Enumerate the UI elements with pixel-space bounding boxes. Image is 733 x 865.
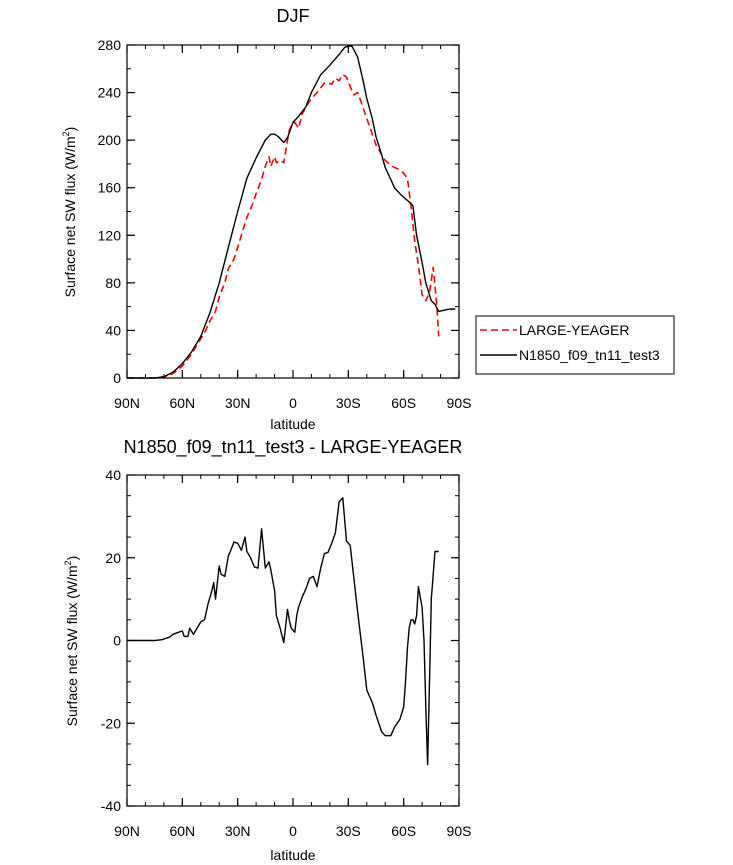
y-tick-label: 40 (105, 467, 121, 483)
x-tick-label: 30S (336, 823, 361, 839)
x-axis-label-bottom: latitude (270, 847, 315, 863)
y-axis-label-bottom: Surface net SW flux (W/m2) (63, 556, 80, 727)
y-tick-label: 80 (105, 275, 121, 291)
y-tick-label: -20 (101, 715, 121, 731)
x-tick-label: 90N (114, 823, 140, 839)
x-axis-label-top: latitude (270, 416, 315, 432)
x-tick-label: 60S (391, 395, 416, 411)
x-tick-label: 30S (336, 395, 361, 411)
series-layer-top (127, 45, 456, 379)
series-line-top-0 (127, 73, 440, 379)
x-tick-label: 90S (447, 823, 472, 839)
series-line-bottom-0 (127, 497, 439, 766)
x-tick-label: 0 (289, 823, 297, 839)
panel-top: DJF 90N 60N 30N 0 30S 60S 90S 0 40 80 120 160 200 240… (61, 6, 675, 432)
ticks-bottom: 90N 60N 30N 0 30S 60S 90S -40 -20 0 20 40 (101, 467, 472, 839)
y-tick-label: 240 (98, 85, 122, 101)
x-tick-label: 30N (225, 823, 251, 839)
y-tick-label: -40 (101, 798, 121, 814)
plot-frame-bottom (126, 474, 460, 807)
ticks-top: 90N 60N 30N 0 30S 60S 90S 0 40 80 120 160 200 240 280 (98, 37, 472, 411)
y-tick-label: 280 (98, 37, 122, 53)
x-tick-label: 90N (114, 395, 140, 411)
legend-label-large-yeager: LARGE-YEAGER (519, 322, 629, 338)
legend: LARGE-YEAGER N1850_f09_tn11_test3 (475, 315, 675, 375)
y-tick-label: 120 (98, 227, 122, 243)
y-tick-label: 160 (98, 180, 122, 196)
x-tick-label: 30N (225, 395, 251, 411)
title-bottom: N1850_f09_tn11_test3 - LARGE-YEAGER (124, 437, 463, 458)
series-layer-bottom (127, 497, 439, 766)
x-tick-label: 60N (169, 395, 195, 411)
x-tick-label: 90S (447, 395, 472, 411)
legend-frame (475, 315, 675, 375)
x-tick-label: 60N (169, 823, 195, 839)
y-tick-label: 20 (105, 550, 121, 566)
y-tick-label: 40 (105, 322, 121, 338)
x-tick-label: 0 (289, 395, 297, 411)
series-line-top-1 (127, 45, 456, 379)
y-tick-label: 200 (98, 132, 122, 148)
y-tick-label: 0 (113, 370, 121, 386)
title-top: DJF (277, 6, 310, 26)
panel-bottom: N1850_f09_tn11_test3 - LARGE-YEAGER 90N 6… (63, 437, 471, 863)
plot-frame-top (126, 44, 460, 379)
y-tick-label: 0 (113, 633, 121, 649)
y-axis-label-top: Surface net SW flux (W/m2) (61, 127, 78, 298)
legend-label-n1850: N1850_f09_tn11_test3 (519, 347, 660, 363)
x-tick-label: 60S (391, 823, 416, 839)
